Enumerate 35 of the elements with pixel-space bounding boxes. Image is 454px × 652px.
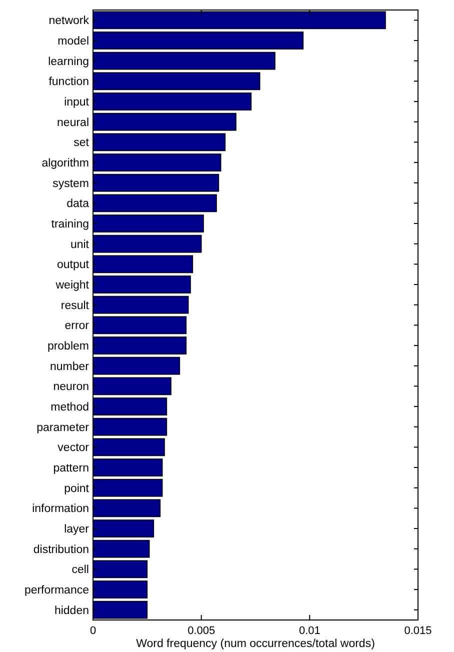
- y-tick-label: method: [50, 402, 89, 414]
- y-tick-label: error: [64, 320, 90, 332]
- y-tick-label: parameter: [36, 422, 90, 434]
- y-tick-label: performance: [24, 584, 89, 597]
- y-tick-label: learning: [48, 56, 89, 68]
- y-tick-label: hidden: [54, 604, 89, 617]
- x-tick-label: 0.015: [404, 625, 432, 637]
- y-tick-label: layer: [64, 524, 90, 536]
- y-tick-label: algorithm: [42, 158, 89, 170]
- y-tick-label: network: [48, 15, 90, 28]
- y-tick-label: training: [51, 218, 89, 231]
- x-tick-label: 0: [90, 625, 96, 637]
- y-tick-label: function: [48, 76, 89, 88]
- y-tick-label: unit: [70, 238, 90, 251]
- y-tick-label: cell: [72, 564, 89, 576]
- y-tick-label: number: [50, 360, 90, 373]
- y-tick-label: set: [74, 137, 90, 150]
- y-tick-label: data: [66, 198, 90, 210]
- y-tick-label: distribution: [33, 544, 89, 556]
- x-tick-label: 0.005: [188, 625, 216, 637]
- x-axis-title: Word frequency (num occurrences/total words): [136, 638, 376, 650]
- y-tick-label: weight: [54, 280, 90, 292]
- y-tick-label: pattern: [53, 462, 89, 475]
- y-tick-label: point: [64, 482, 90, 495]
- y-tick-label: neural: [57, 116, 89, 129]
- y-tick-label: result: [60, 300, 90, 312]
- y-tick-label: system: [52, 178, 89, 190]
- y-tick-label: information: [32, 503, 89, 516]
- y-tick-label: neuron: [53, 381, 89, 394]
- x-tick-label: 0.01: [298, 625, 320, 637]
- y-tick-label: input: [64, 96, 90, 109]
- y-tick-label: vector: [58, 442, 90, 454]
- y-tick-label: model: [58, 36, 89, 48]
- y-tick-label: output: [57, 259, 90, 272]
- y-tick-label: problem: [47, 340, 89, 353]
